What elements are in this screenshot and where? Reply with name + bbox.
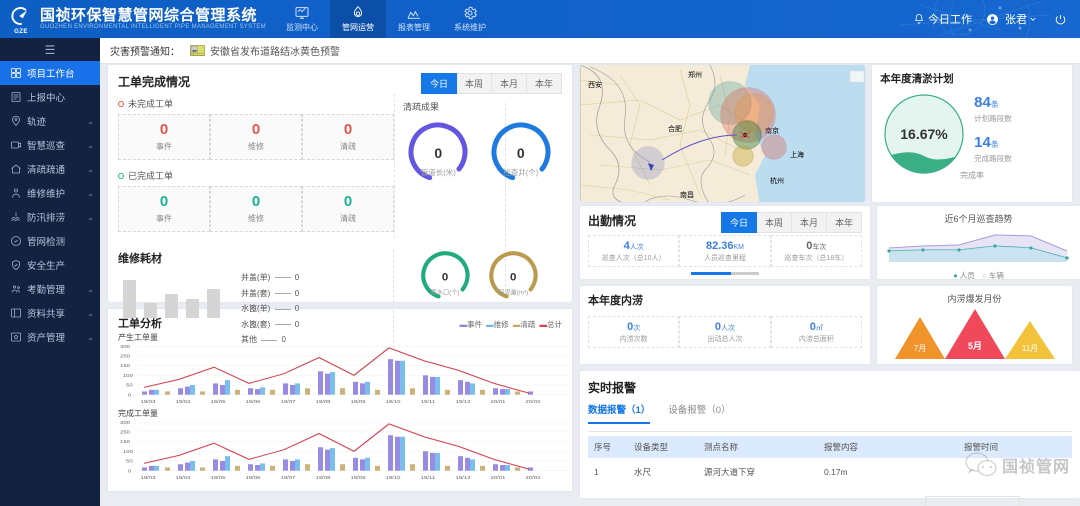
- svg-text:19/12: 19/12: [456, 475, 471, 480]
- svg-text:20/02: 20/02: [526, 475, 541, 480]
- svg-text:杭州: 杭州: [770, 176, 784, 185]
- svg-text:19/04: 19/04: [176, 399, 191, 404]
- svg-text:11月: 11月: [1021, 344, 1037, 353]
- svg-text:19/08: 19/08: [316, 399, 331, 404]
- svg-text:19/12: 19/12: [456, 399, 471, 404]
- svg-text:19/06: 19/06: [246, 475, 261, 480]
- svg-text:郑州: 郑州: [688, 71, 702, 79]
- svg-text:19/07: 19/07: [281, 399, 296, 404]
- svg-text:250: 250: [120, 430, 130, 435]
- svg-text:19/05: 19/05: [211, 399, 226, 404]
- svg-text:20/01: 20/01: [491, 475, 506, 480]
- svg-text:5月: 5月: [967, 341, 981, 351]
- svg-text:100: 100: [123, 449, 133, 454]
- svg-text:300: 300: [120, 420, 130, 425]
- svg-text:150: 150: [120, 364, 130, 369]
- svg-text:19/10: 19/10: [386, 475, 401, 480]
- svg-text:19/08: 19/08: [316, 475, 331, 480]
- svg-text:100: 100: [123, 373, 133, 378]
- svg-text:上海: 上海: [790, 150, 804, 159]
- svg-text:16.67%: 16.67%: [900, 126, 948, 142]
- svg-text:19/10: 19/10: [386, 399, 401, 404]
- svg-text:19/03: 19/03: [141, 399, 156, 404]
- svg-text:19/05: 19/05: [211, 475, 226, 480]
- svg-text:19/09: 19/09: [351, 399, 366, 404]
- svg-text:50: 50: [126, 459, 133, 464]
- svg-text:0: 0: [128, 469, 131, 474]
- svg-text:50: 50: [126, 383, 133, 388]
- svg-text:19/09: 19/09: [351, 475, 366, 480]
- svg-text:19/04: 19/04: [176, 475, 191, 480]
- svg-text:合肥: 合肥: [668, 124, 682, 133]
- svg-text:19/11: 19/11: [421, 475, 436, 480]
- svg-text:20/02: 20/02: [526, 399, 541, 404]
- svg-text:19/11: 19/11: [421, 399, 436, 404]
- svg-text:7月: 7月: [913, 344, 925, 353]
- svg-text:150: 150: [120, 440, 130, 445]
- svg-text:250: 250: [120, 354, 130, 359]
- svg-text:南昌: 南昌: [680, 190, 694, 199]
- svg-text:西安: 西安: [588, 80, 602, 89]
- svg-text:0: 0: [128, 393, 131, 398]
- svg-text:19/03: 19/03: [141, 475, 156, 480]
- svg-text:19/07: 19/07: [281, 475, 296, 480]
- svg-text:19/06: 19/06: [246, 399, 261, 404]
- svg-text:20/01: 20/01: [491, 399, 506, 404]
